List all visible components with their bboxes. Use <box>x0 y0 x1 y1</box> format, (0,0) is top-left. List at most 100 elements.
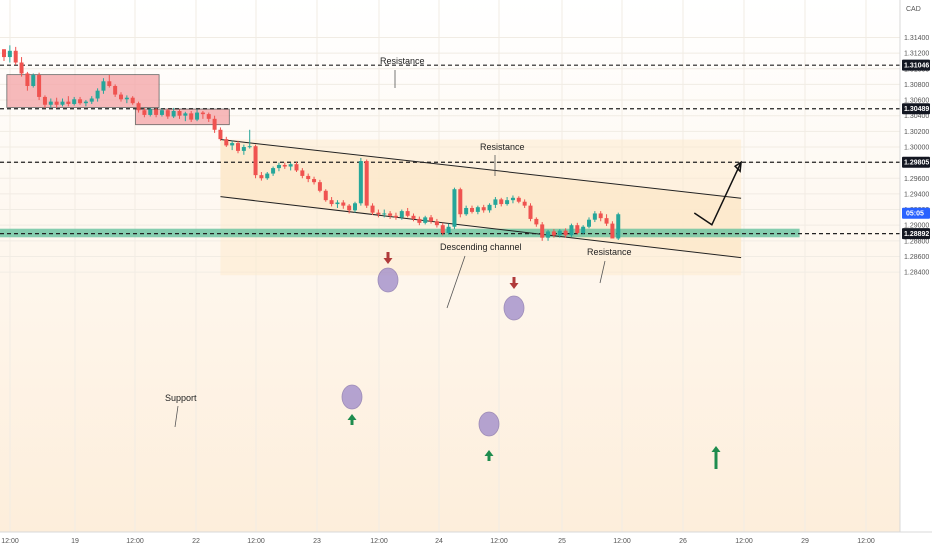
candle <box>411 213 416 222</box>
candle <box>7 45 12 63</box>
candle <box>616 212 621 241</box>
candle-body <box>236 143 240 151</box>
candle-body <box>230 143 235 146</box>
time-tick-label: 12:00 <box>126 538 144 545</box>
candle <box>522 199 527 208</box>
candle-body <box>393 215 398 218</box>
candle <box>148 107 153 117</box>
time-tick-label: 12:00 <box>857 538 875 545</box>
candle <box>470 205 474 214</box>
candle <box>382 209 387 218</box>
signal-up-arrow-head <box>484 450 494 456</box>
candle-body <box>195 112 200 120</box>
candle-body <box>510 197 515 201</box>
price-tick-label: 1.29400 <box>904 191 929 198</box>
candle <box>329 197 334 207</box>
candle-body <box>89 98 94 102</box>
price-tags: 1.31046 1.30489 1.29805 1.28892 05:05 <box>902 59 930 240</box>
candle <box>183 111 188 122</box>
candle <box>557 229 562 238</box>
candle <box>224 136 229 147</box>
candle-body <box>148 109 153 115</box>
candle-body <box>575 225 580 233</box>
candle-body <box>212 118 217 130</box>
candle <box>124 95 129 104</box>
candle-body <box>48 101 53 105</box>
candle <box>195 109 200 122</box>
candle <box>581 225 586 235</box>
candle <box>475 205 480 215</box>
candle-body <box>306 175 311 180</box>
candle <box>569 223 574 237</box>
candle <box>417 216 422 226</box>
price-tick-label: 1.31400 <box>904 35 929 42</box>
candle-body <box>72 99 77 104</box>
candle-body <box>159 110 164 115</box>
current-price-tag-text: 05:05 <box>906 211 924 218</box>
candle <box>347 204 352 214</box>
time-tick-label: 12:00 <box>247 538 265 545</box>
candle-body <box>312 179 317 183</box>
candle <box>218 127 223 141</box>
candle <box>493 197 498 208</box>
time-axis-panel[interactable] <box>0 532 900 550</box>
candle <box>335 200 340 208</box>
candle <box>423 215 428 225</box>
candle <box>452 187 457 230</box>
candle <box>440 222 445 236</box>
candle-body <box>353 203 357 211</box>
candle-body <box>83 101 88 104</box>
descending-channel <box>220 139 742 259</box>
candle-body <box>247 146 252 148</box>
candle <box>393 212 398 220</box>
candle-body <box>329 200 334 205</box>
candle-body <box>177 111 182 116</box>
candle-body <box>423 217 428 223</box>
channel-upper-line <box>220 139 742 199</box>
level-price-tag-text: 1.31046 <box>904 63 929 70</box>
candle <box>25 71 30 91</box>
candle-body <box>154 109 159 115</box>
candle <box>587 217 591 229</box>
candle <box>19 57 24 77</box>
candle-body <box>528 205 533 219</box>
candle-body <box>142 110 147 115</box>
candle-body <box>598 213 603 219</box>
candle-body <box>358 161 363 204</box>
candle-body <box>446 226 451 233</box>
candle-body <box>551 231 556 236</box>
candle <box>399 209 404 220</box>
price-tick-label: 1.28800 <box>904 238 929 245</box>
candle <box>89 96 94 104</box>
candle <box>429 215 434 224</box>
level-price-tag <box>902 156 930 168</box>
candle <box>306 173 311 183</box>
candle-body <box>458 189 463 215</box>
candle-body <box>189 113 194 120</box>
candle-body <box>60 101 65 105</box>
candle-body <box>165 110 170 117</box>
candle <box>376 209 381 218</box>
candle-body <box>411 215 416 219</box>
candles <box>2 45 621 241</box>
candle <box>142 107 147 118</box>
candle-body <box>136 103 141 111</box>
candle-body <box>370 205 375 213</box>
candle <box>528 203 533 222</box>
candle-body <box>54 101 59 105</box>
candle-body <box>42 96 47 105</box>
candle-body <box>388 213 393 216</box>
candle <box>13 46 18 65</box>
candle <box>271 166 276 176</box>
candle <box>598 211 603 222</box>
candle-body <box>616 214 621 239</box>
candle-body <box>113 85 118 95</box>
support-pointer <box>174 405 179 428</box>
candle-body <box>288 164 293 167</box>
time-tick-label: 12:00 <box>735 538 753 545</box>
price-axis-panel[interactable] <box>900 0 932 550</box>
candle-body <box>78 99 83 104</box>
candle <box>154 107 159 118</box>
